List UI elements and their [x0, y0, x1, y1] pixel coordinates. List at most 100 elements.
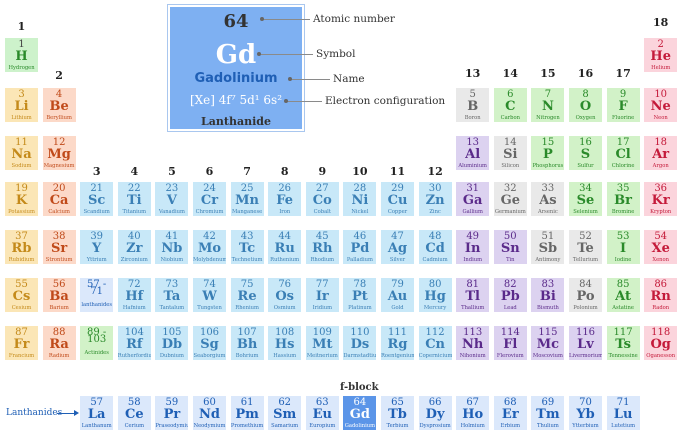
- element-cell-germanium[interactable]: 32 Ge Germanium: [492, 181, 528, 217]
- element-cell-platinum[interactable]: 78 Pt Platinum: [342, 277, 378, 313]
- element-cell-holmium[interactable]: 67 Ho Holmium: [455, 395, 491, 431]
- element-cell-copper[interactable]: 29 Cu Copper: [380, 181, 415, 217]
- element-cell-nickel[interactable]: 28 Ni Nickel: [342, 181, 378, 217]
- element-cell-tantalum[interactable]: 73 Ta Tantalum: [154, 277, 190, 313]
- element-cell-phosphorus[interactable]: 15 P Phosphorus: [530, 135, 566, 171]
- element-cell-fluorine[interactable]: 9 F Fluorine: [605, 87, 641, 123]
- element-cell-astatine[interactable]: 85 At Astatine: [605, 277, 641, 313]
- element-cell-oxygen[interactable]: 8 O Oxygen: [568, 87, 603, 123]
- element-cell-oganesson[interactable]: 118 Og Oganesson: [643, 325, 679, 361]
- element-cell-zinc[interactable]: 30 Zn Zinc: [417, 181, 453, 217]
- element-cell-hassium[interactable]: 108 Hs Hassium: [267, 325, 303, 361]
- element-cell-gadolinium[interactable]: 64 Gd Gadolinium: [342, 395, 378, 431]
- element-cell-cobalt[interactable]: 27 Co Cobalt: [304, 181, 340, 217]
- element-cell-potassium[interactable]: 19 K Potassium: [4, 181, 39, 217]
- element-cell-europium[interactable]: 63 Eu Europium: [304, 395, 340, 431]
- element-cell-gallium[interactable]: 31 Ga Gallium: [455, 181, 491, 217]
- element-cell-iron[interactable]: 26 Fe Iron: [267, 181, 303, 217]
- element-cell-polonium[interactable]: 84 Po Polonium: [568, 277, 603, 313]
- element-cell-nihonium[interactable]: 113 Nh Nihonium: [455, 325, 491, 361]
- element-cell-thulium[interactable]: 69 Tm Thulium: [530, 395, 566, 431]
- element-cell-dubnium[interactable]: 105 Db Dubnium: [154, 325, 190, 361]
- element-cell-erbium[interactable]: 68 Er Erbium: [492, 395, 528, 431]
- element-cell-calcium[interactable]: 20 Ca Calcium: [41, 181, 77, 217]
- element-cell-iodine[interactable]: 53 I Iodine: [605, 229, 641, 265]
- element-cell-moscovium[interactable]: 115 Mc Moscovium: [530, 325, 566, 361]
- element-cell-niobium[interactable]: 41 Nb Niobium: [154, 229, 190, 265]
- element-cell-ytterbium[interactable]: 70 Yb Ytterbium: [568, 395, 603, 431]
- element-cell-samarium[interactable]: 62 Sm Samarium: [267, 395, 303, 431]
- element-cell-meitnerium[interactable]: 109 Mt Meitnerium: [304, 325, 340, 361]
- element-cell-lanthanides[interactable]: 57 -71 lanthanides: [79, 277, 115, 313]
- element-cell-mercury[interactable]: 80 Hg Mercury: [417, 277, 453, 313]
- element-cell-neon[interactable]: 10 Ne Neon: [643, 87, 679, 123]
- element-cell-bismuth[interactable]: 83 Bi Bismuth: [530, 277, 566, 313]
- element-cell-aluminium[interactable]: 13 Al Aluminium: [455, 135, 491, 171]
- element-cell-ruthenium[interactable]: 44 Ru Ruthenium: [267, 229, 303, 265]
- element-cell-praseodymium[interactable]: 59PrPraseodymium: [154, 395, 190, 431]
- element-cell-molybdenum[interactable]: 42 Mo Molybdenum: [192, 229, 227, 265]
- element-cell-silicon[interactable]: 14 Si Silicon: [492, 135, 528, 171]
- element-cell-krypton[interactable]: 36 Kr Krypton: [643, 181, 679, 217]
- element-cell-yttrium[interactable]: 39 Y Yttrium: [79, 229, 115, 265]
- element-cell-palladium[interactable]: 46 Pd Palladium: [342, 229, 378, 265]
- element-cell-magnesium[interactable]: 12 Mg Magnesium: [41, 135, 77, 171]
- element-cell-hafnium[interactable]: 72 Hf Hafnium: [116, 277, 152, 313]
- element-cell-silver[interactable]: 47 Ag Silver: [380, 229, 415, 265]
- element-cell-actinides[interactable]: 89 -103 Actinides: [79, 325, 115, 361]
- element-cell-flerovium[interactable]: 114 Fl Flerovium: [492, 325, 528, 361]
- element-cell-lead[interactable]: 82 Pb Lead: [492, 277, 528, 313]
- element-cell-cesium[interactable]: 55 Cs Cesium: [4, 277, 39, 313]
- element-cell-darmstadtium[interactable]: 110DsDarmstadtium: [342, 325, 378, 361]
- element-cell-hydrogen[interactable]: 1 H Hydrogen: [4, 37, 39, 73]
- element-cell-rhodium[interactable]: 45 Rh Rhodium: [304, 229, 340, 265]
- element-cell-xenon[interactable]: 54 Xe Xenon: [643, 229, 679, 265]
- element-cell-roentgenium[interactable]: 111 Rg Roentgenium: [380, 325, 415, 361]
- element-cell-technetium[interactable]: 43 Tc Technetium: [229, 229, 265, 265]
- element-cell-manganese[interactable]: 25 Mn Manganese: [229, 181, 265, 217]
- element-cell-cerium[interactable]: 58 Ce Cerium: [116, 395, 152, 431]
- element-cell-tennessine[interactable]: 117 Ts Tennessine: [605, 325, 641, 361]
- element-cell-vanadium[interactable]: 23 V Vanadium: [154, 181, 190, 217]
- element-cell-gold[interactable]: 79 Au Gold: [380, 277, 415, 313]
- element-cell-promethium[interactable]: 61 Pm Promethium: [229, 395, 265, 431]
- element-cell-copernicium[interactable]: 112 Cn Copernicium: [417, 325, 453, 361]
- element-cell-chlorine[interactable]: 17 Cl Chlorine: [605, 135, 641, 171]
- element-cell-rutherfordium[interactable]: 104RfRutherfordium: [116, 325, 152, 361]
- element-cell-zirconium[interactable]: 40 Zr Zirconium: [116, 229, 152, 265]
- element-cell-lanthanum[interactable]: 57 La Lanthanum: [79, 395, 115, 431]
- element-cell-radium[interactable]: 88 Ra Radium: [41, 325, 77, 361]
- element-cell-selenium[interactable]: 34 Se Selenium: [568, 181, 603, 217]
- element-cell-argon[interactable]: 18 Ar Argon: [643, 135, 679, 171]
- element-cell-nitrogen[interactable]: 7 N Nitrogen: [530, 87, 566, 123]
- element-cell-livermorium[interactable]: 116 Lv Livermorium: [568, 325, 603, 361]
- element-cell-terbium[interactable]: 65 Tb Terbium: [380, 395, 415, 431]
- element-cell-barium[interactable]: 56 Ba Barium: [41, 277, 77, 313]
- element-cell-arsenic[interactable]: 33 As Arsenic: [530, 181, 566, 217]
- element-cell-carbon[interactable]: 6 C Carbon: [492, 87, 528, 123]
- element-cell-lutetium[interactable]: 71 Lu Lutetium: [605, 395, 641, 431]
- element-cell-helium[interactable]: 2 He Helium: [643, 37, 679, 73]
- element-cell-neodymium[interactable]: 60 Nd Neodymium: [192, 395, 227, 431]
- element-cell-thallium[interactable]: 81 Tl Thallium: [455, 277, 491, 313]
- element-cell-chromium[interactable]: 24 Cr Chromium: [192, 181, 227, 217]
- element-cell-titanium[interactable]: 22 Ti Titanium: [116, 181, 152, 217]
- element-cell-bromine[interactable]: 35 Br Bromine: [605, 181, 641, 217]
- element-cell-dysprosium[interactable]: 66 Dy Dysprosium: [417, 395, 453, 431]
- element-cell-lithium[interactable]: 3 Li Lithium: [4, 87, 39, 123]
- element-cell-sulfur[interactable]: 16 S Sulfur: [568, 135, 603, 171]
- element-cell-strontium[interactable]: 38 Sr Strontium: [41, 229, 77, 265]
- element-cell-osmium[interactable]: 76 Os Osmium: [267, 277, 303, 313]
- element-cell-iridium[interactable]: 77 Ir Iridium: [304, 277, 340, 313]
- element-cell-tellurium[interactable]: 52 Te Tellurium: [568, 229, 603, 265]
- element-cell-cadmium[interactable]: 48 Cd Cadmium: [417, 229, 453, 265]
- element-cell-boron[interactable]: 5 B Boron: [455, 87, 491, 123]
- element-cell-bohrium[interactable]: 107 Bh Bohrium: [229, 325, 265, 361]
- element-cell-francium[interactable]: 87 Fr Francium: [4, 325, 39, 361]
- element-cell-radon[interactable]: 86 Rn Radon: [643, 277, 679, 313]
- element-cell-indium[interactable]: 49 In Indium: [455, 229, 491, 265]
- element-cell-seaborgium[interactable]: 106 Sg Seaborgium: [192, 325, 227, 361]
- element-cell-beryllium[interactable]: 4 Be Beryllium: [41, 87, 77, 123]
- element-cell-sodium[interactable]: 11 Na Sodium: [4, 135, 39, 171]
- element-cell-tungsten[interactable]: 74 W Tungsten: [192, 277, 227, 313]
